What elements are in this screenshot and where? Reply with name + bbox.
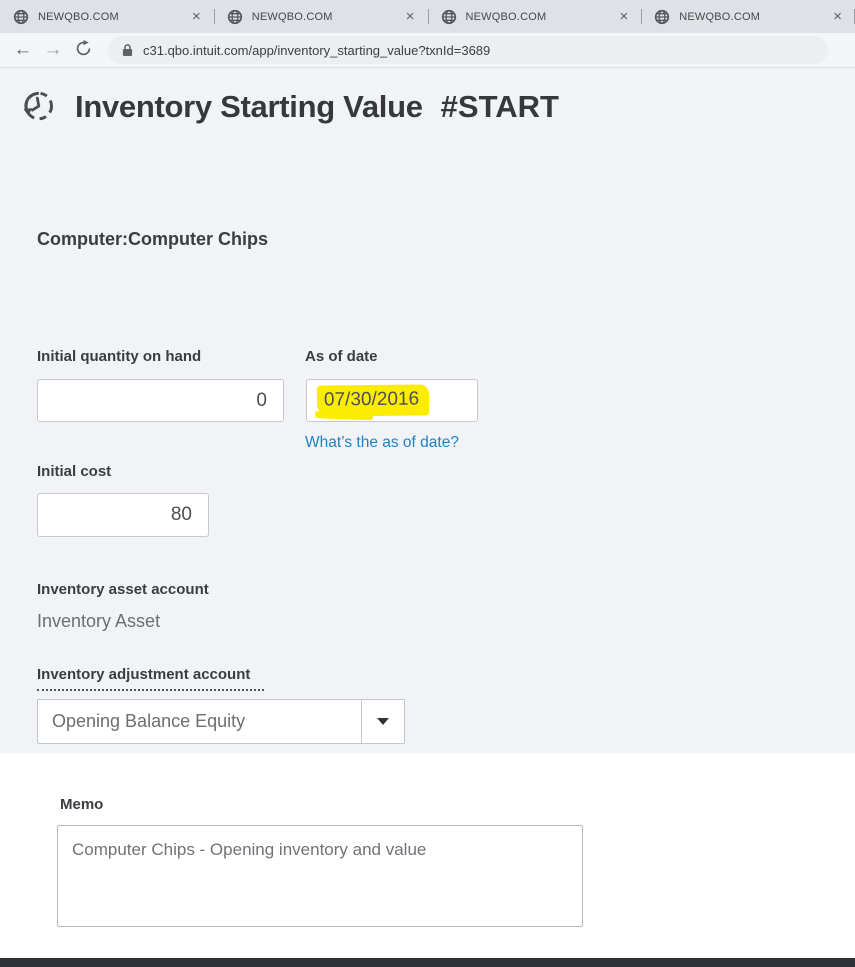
browser-tab-3[interactable]: NEWQBO.COM × bbox=[427, 0, 642, 33]
adjustment-account-value: Opening Balance Equity bbox=[52, 711, 246, 731]
adjustment-account-select[interactable]: Opening Balance Equity bbox=[37, 699, 405, 744]
quantity-label: Initial quantity on hand bbox=[37, 348, 202, 365]
memo-textarea[interactable]: Computer Chips - Opening inventory and v… bbox=[57, 825, 583, 927]
adjustment-account-label[interactable]: Inventory adjustment account bbox=[37, 666, 265, 691]
date-highlight: 07/30/2016 bbox=[316, 384, 430, 417]
reload-button[interactable] bbox=[68, 34, 98, 67]
globe-icon bbox=[441, 9, 456, 24]
bottom-bar bbox=[0, 958, 855, 967]
as-of-date-help-link[interactable]: What’s the as of date? bbox=[305, 434, 459, 451]
url-text: c31.qbo.intuit.com/app/inventory_startin… bbox=[143, 42, 491, 58]
forward-button[interactable]: → bbox=[43, 39, 63, 60]
tab-close-icon[interactable]: × bbox=[833, 8, 842, 25]
tab-title: NEWQBO.COM bbox=[465, 10, 547, 23]
asset-account-value: Inventory Asset bbox=[37, 611, 161, 631]
initial-cost-label: Initial cost bbox=[37, 463, 112, 480]
lock-icon bbox=[122, 44, 133, 56]
back-button[interactable]: ← bbox=[13, 39, 33, 60]
caret-down-icon bbox=[377, 718, 389, 725]
as-of-date-label: As of date bbox=[305, 348, 378, 365]
browser-toolbar: ← → c31.qbo.intuit.com/app/inventory_sta… bbox=[0, 33, 855, 68]
tab-title: NEWQBO.COM bbox=[251, 10, 333, 23]
globe-icon bbox=[655, 9, 670, 24]
as-of-date-input[interactable]: 07/30/2016 bbox=[306, 379, 478, 422]
dropdown-arrow-button[interactable] bbox=[361, 700, 404, 743]
reference-number: #START bbox=[440, 89, 559, 124]
tab-close-icon[interactable]: × bbox=[405, 8, 415, 25]
page-header: Inventory Starting Value #START bbox=[17, 86, 559, 128]
browser-tab-2[interactable]: NEWQBO.COM × bbox=[213, 0, 428, 33]
history-clock-icon bbox=[23, 91, 53, 121]
tab-close-icon[interactable]: × bbox=[619, 8, 629, 25]
quantity-input[interactable] bbox=[37, 379, 284, 422]
tab-title: NEWQBO.COM bbox=[679, 10, 761, 23]
page-title: Inventory Starting Value bbox=[75, 89, 423, 124]
browser-tab-1[interactable]: NEWQBO.COM × bbox=[0, 0, 214, 33]
address-bar[interactable]: c31.qbo.intuit.com/app/inventory_startin… bbox=[108, 36, 828, 64]
tab-title: NEWQBO.COM bbox=[38, 10, 119, 23]
memo-label: Memo bbox=[60, 796, 104, 813]
tab-strip: NEWQBO.COM × NEWQBO.COM × NEWQBO.COM × N… bbox=[0, 0, 855, 33]
asset-account-label: Inventory asset account bbox=[37, 581, 209, 598]
initial-cost-input[interactable] bbox=[37, 493, 209, 537]
item-name: Computer:Computer Chips bbox=[37, 229, 268, 249]
tab-close-icon[interactable]: × bbox=[191, 8, 201, 25]
globe-icon bbox=[13, 9, 29, 24]
browser-tab-4[interactable]: NEWQBO.COM × bbox=[641, 0, 855, 33]
globe-icon bbox=[227, 9, 242, 24]
reload-icon bbox=[76, 39, 90, 55]
